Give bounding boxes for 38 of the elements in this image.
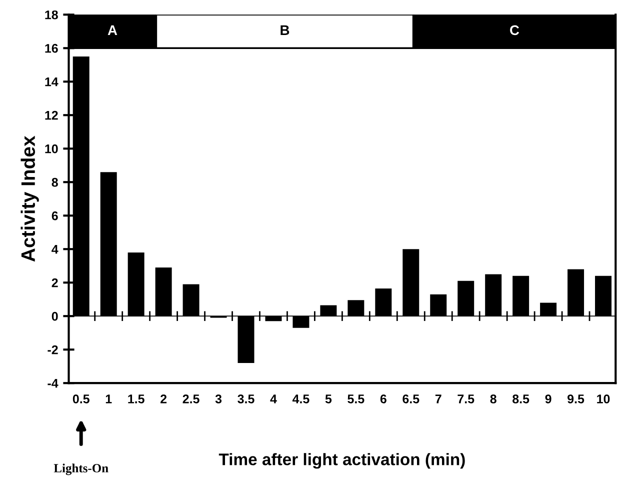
x-axis-title: Time after light activation (min) <box>218 453 465 469</box>
x-tick-label: 4.5 <box>292 394 310 404</box>
x-tick-label: 5 <box>325 394 332 404</box>
x-tick-label: 8 <box>490 394 496 404</box>
x-tick-label: 4 <box>270 394 277 404</box>
y-tick-label: -4 <box>48 379 58 388</box>
x-tick-label: 3.5 <box>238 394 254 404</box>
y-axis-title: Activity Index <box>20 136 39 262</box>
annotation: C <box>510 25 520 36</box>
y-tick-label: 18 <box>45 10 58 20</box>
x-tick-label: 0.5 <box>72 394 90 404</box>
x-tick-label: 5.5 <box>348 394 364 404</box>
x-tick-label: 2 <box>160 394 167 404</box>
annotation: B <box>280 25 290 35</box>
y-tick-label: -2 <box>48 345 58 354</box>
x-tick-label: 6.5 <box>402 394 420 404</box>
y-tick-label: 10 <box>45 144 58 154</box>
y-tick-label: 16 <box>45 44 58 53</box>
y-tick-label: 14 <box>45 78 58 86</box>
x-tick-label: 3 <box>215 394 222 404</box>
x-tick-label: 7 <box>435 394 442 404</box>
text: Lights-On <box>54 464 108 476</box>
annotation: A <box>108 25 118 35</box>
x-tick-label: 6 <box>380 394 386 404</box>
x-tick-label: 1 <box>106 394 112 404</box>
y-tick-label: 6 <box>52 211 58 220</box>
y-tick-label: 2 <box>52 278 58 288</box>
y-tick-label: 4 <box>52 245 58 254</box>
x-tick-label: 1.5 <box>128 394 144 404</box>
x-tick-label: 10 <box>597 394 610 404</box>
x-tick-label: 9.5 <box>568 394 584 404</box>
y-tick-label: 12 <box>45 110 58 120</box>
x-tick-label: 2.5 <box>182 394 200 404</box>
x-tick-label: 8.5 <box>512 394 530 404</box>
x-tick-label: 7.5 <box>458 394 474 404</box>
x-tick-label: 9 <box>545 394 552 404</box>
y-tick-label: 0 <box>52 312 58 321</box>
y-tick-label: 8 <box>52 178 58 187</box>
